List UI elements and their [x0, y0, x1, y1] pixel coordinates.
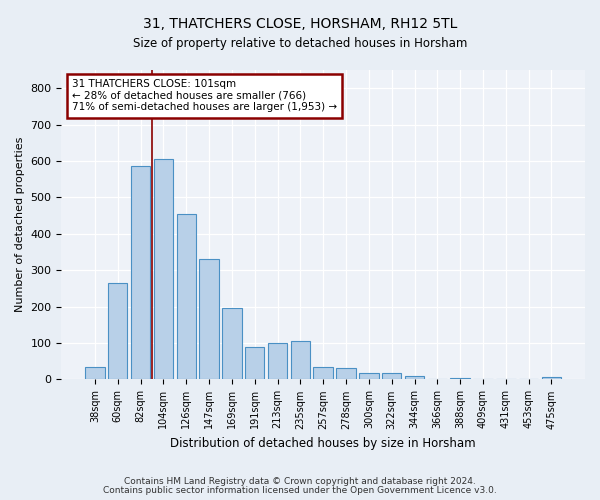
Bar — [290, 341, 310, 380]
Bar — [382, 374, 401, 380]
X-axis label: Distribution of detached houses by size in Horsham: Distribution of detached houses by size … — [170, 437, 476, 450]
Y-axis label: Number of detached properties: Number of detached properties — [15, 137, 25, 312]
Bar — [405, 376, 424, 380]
Text: Contains HM Land Registry data © Crown copyright and database right 2024.: Contains HM Land Registry data © Crown c… — [124, 477, 476, 486]
Bar — [359, 374, 379, 380]
Text: 31, THATCHERS CLOSE, HORSHAM, RH12 5TL: 31, THATCHERS CLOSE, HORSHAM, RH12 5TL — [143, 18, 457, 32]
Bar — [131, 166, 150, 380]
Text: 31 THATCHERS CLOSE: 101sqm
← 28% of detached houses are smaller (766)
71% of sem: 31 THATCHERS CLOSE: 101sqm ← 28% of deta… — [72, 80, 337, 112]
Bar — [222, 308, 242, 380]
Bar — [85, 366, 104, 380]
Text: Contains public sector information licensed under the Open Government Licence v3: Contains public sector information licen… — [103, 486, 497, 495]
Bar — [176, 214, 196, 380]
Bar — [108, 283, 127, 380]
Bar — [245, 346, 265, 380]
Bar — [337, 368, 356, 380]
Bar — [542, 377, 561, 380]
Bar — [154, 159, 173, 380]
Text: Size of property relative to detached houses in Horsham: Size of property relative to detached ho… — [133, 38, 467, 51]
Bar — [268, 343, 287, 380]
Bar — [199, 260, 219, 380]
Bar — [451, 378, 470, 380]
Bar — [313, 366, 333, 380]
